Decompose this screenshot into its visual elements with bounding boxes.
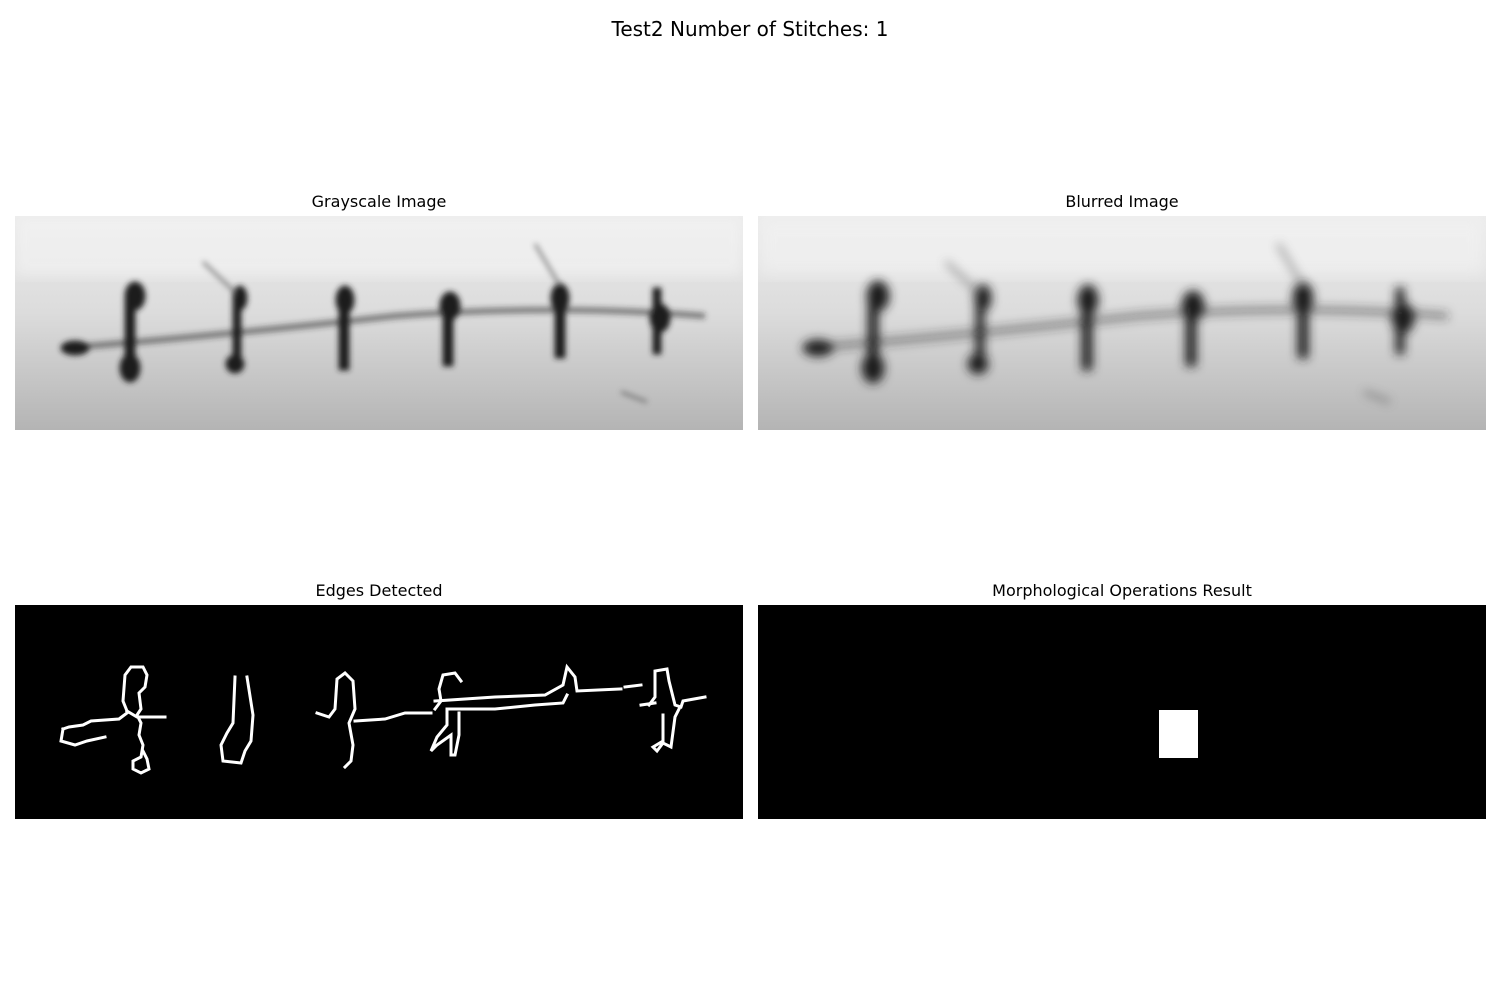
morph-result-image bbox=[758, 605, 1486, 819]
grayscale-panel-title: Grayscale Image bbox=[311, 192, 447, 211]
grayscale-image bbox=[15, 216, 743, 430]
blurred-panel-title: Blurred Image bbox=[1065, 192, 1179, 211]
edges-image bbox=[15, 605, 743, 819]
edges-panel-title: Edges Detected bbox=[315, 581, 443, 600]
morph-panel-title: Morphological Operations Result bbox=[992, 581, 1252, 600]
detected-stitch-blob bbox=[1159, 710, 1198, 758]
figure-title: Test2 Number of Stitches: 1 bbox=[611, 17, 889, 41]
blurred-image bbox=[758, 216, 1486, 430]
